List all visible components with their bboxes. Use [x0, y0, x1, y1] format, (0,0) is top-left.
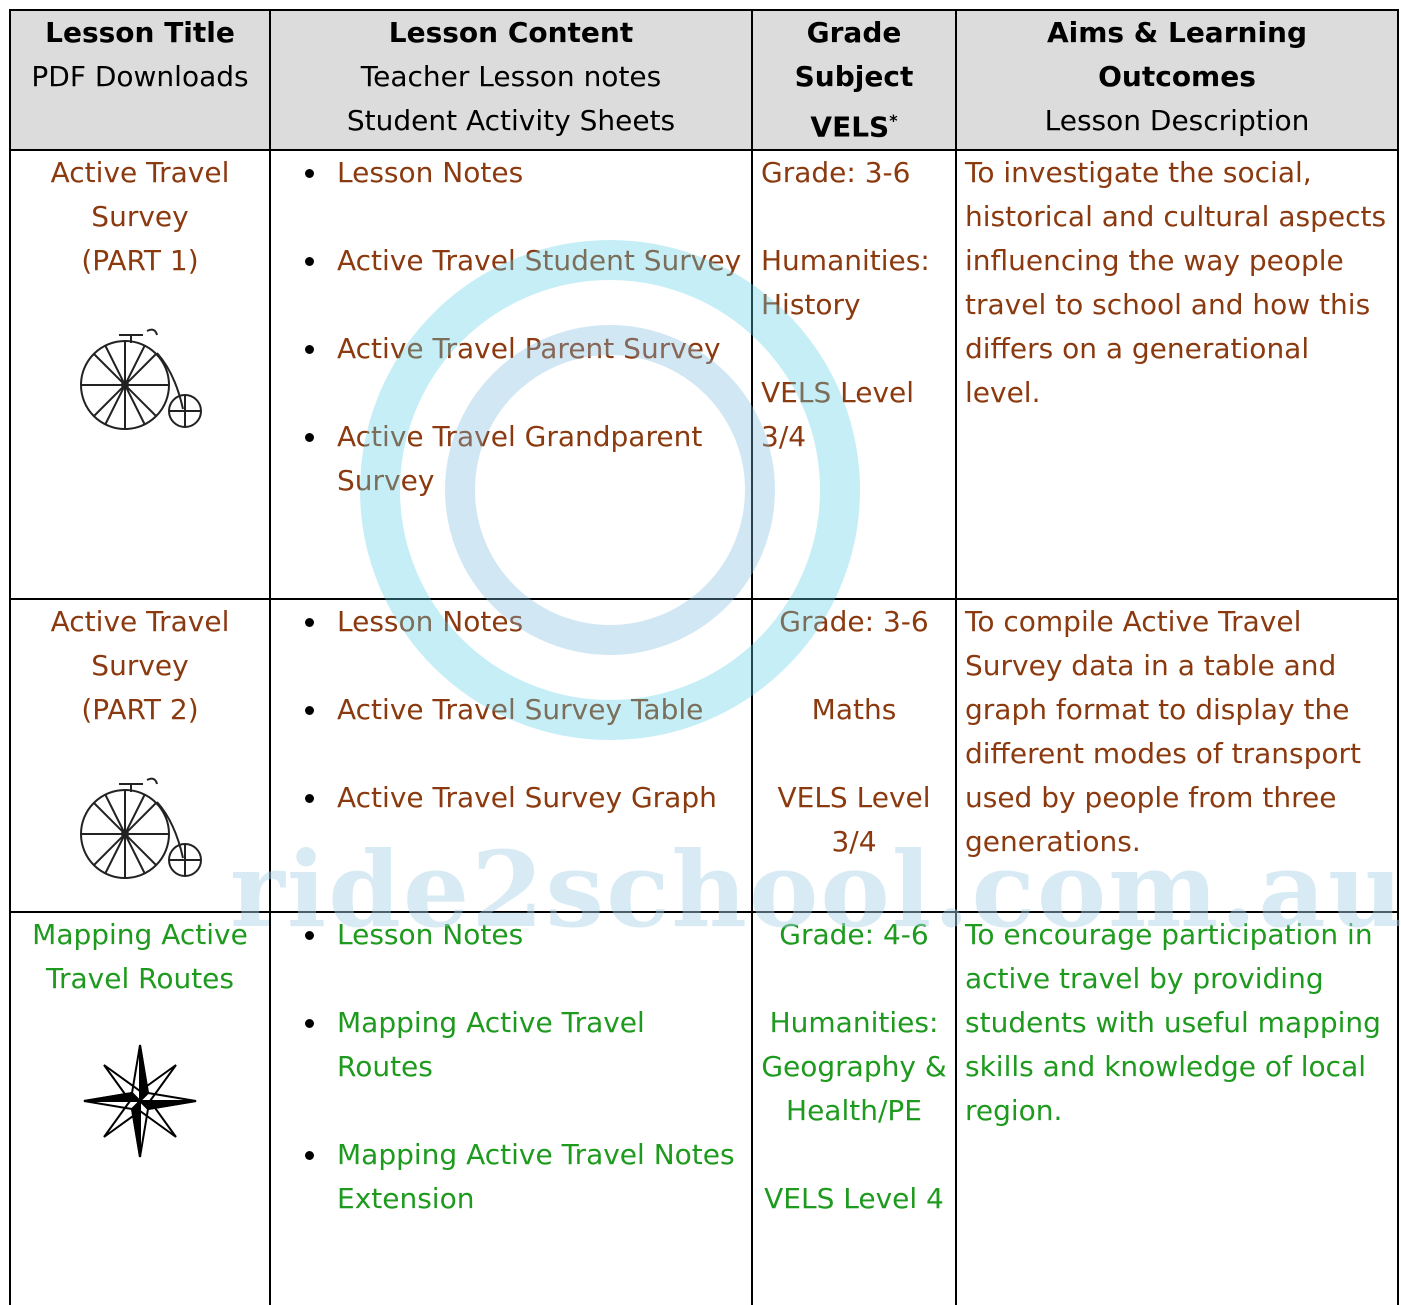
header-title: Lesson Title: [45, 16, 235, 49]
header-title: Lesson Content: [388, 16, 634, 49]
content-item[interactable]: Active Travel Survey Table: [279, 688, 743, 732]
grade-text: Humanities: History: [761, 244, 930, 322]
grade-text: Grade: 3-6: [761, 156, 911, 190]
lesson-title-cell: Mapping Active Travel Routes: [9, 911, 271, 1305]
content-cell: Lesson Notes Active Travel Survey Table Ac…: [269, 598, 753, 914]
grade-text: Humanities: Geography & Health/PE: [761, 1006, 947, 1128]
compass-icon: [83, 1045, 197, 1158]
table-body: Active Travel Survey (PART 1) Lesson Notes A…: [9, 149, 1399, 1305]
header-title: Aims & Learning Outcomes: [1046, 16, 1308, 93]
header-title: Grade Subject VELS: [794, 16, 914, 144]
content-item[interactable]: Lesson Notes: [279, 151, 743, 195]
grade-text: Maths: [811, 693, 897, 727]
header-bold: Aims & Learning Outcomes: [965, 11, 1389, 99]
content-item[interactable]: Active Travel Survey Graph: [279, 776, 743, 820]
header-cell: Lesson Title PDF Downloads: [9, 8, 271, 152]
header-cell: Grade Subject VELS*: [751, 8, 957, 152]
lesson-table: Lesson Title PDF Downloads Lesson Content T…: [9, 8, 1399, 1305]
content-cell: Lesson Notes Mapping Active Travel Routes…: [269, 911, 753, 1305]
bike-icon: [80, 778, 202, 880]
note-mark: *: [889, 111, 898, 130]
grade-cell: Grade: 3-6 Maths VELS Level 3/4: [751, 598, 957, 914]
lesson-title[interactable]: Survey: [91, 200, 189, 234]
lesson-title[interactable]: Travel Routes: [45, 962, 234, 996]
lesson-title-cell: Active Travel Survey (PART 1): [9, 149, 271, 601]
grade-text: VELS Level 4: [764, 1182, 944, 1216]
aims-text: To investigate the social, historical an…: [965, 156, 1387, 410]
lesson-title[interactable]: Active Travel: [50, 156, 230, 190]
content-item[interactable]: Lesson Notes: [279, 913, 743, 957]
header-line: Teacher Lesson notes: [360, 60, 662, 93]
header-line: Student Activity Sheets: [346, 104, 676, 137]
header-cell: Lesson Content Teacher Lesson notes Studen…: [269, 8, 753, 152]
lesson-row: Mapping Active Travel Routes Lesson Notes M…: [9, 911, 1399, 1305]
lesson-title-cell: Active Travel Survey (PART 2): [9, 598, 271, 914]
grade-cell: Grade: 3-6 Humanities: History VELS Level …: [751, 149, 957, 601]
lesson-title[interactable]: Active Travel: [50, 605, 230, 639]
bike-icon: [80, 329, 202, 431]
header-bold: Lesson Title: [19, 11, 261, 55]
content-item[interactable]: Lesson Notes: [279, 600, 743, 644]
content-item[interactable]: Mapping Active Travel Notes Extension: [279, 1133, 743, 1221]
header-line: Lesson Description: [1044, 104, 1310, 137]
header-bold: Lesson Content: [279, 11, 743, 55]
grade-text: Grade: 4-6: [779, 918, 929, 952]
content-item[interactable]: Mapping Active Travel Routes: [279, 1001, 743, 1089]
lesson-title[interactable]: (PART 2): [81, 693, 199, 727]
header-row: Lesson Title PDF Downloads Lesson Content T…: [9, 8, 1399, 152]
lesson-title[interactable]: Mapping Active: [32, 918, 248, 952]
lesson-row: Active Travel Survey (PART 1) Lesson Notes A…: [9, 149, 1399, 601]
lesson-title[interactable]: Survey: [91, 649, 189, 683]
grade-text: VELS Level 3/4: [777, 781, 931, 859]
header-line: PDF Downloads: [31, 60, 249, 93]
aims-text: To compile Active Travel Survey data in …: [965, 605, 1361, 859]
aims-cell: To investigate the social, historical an…: [955, 149, 1399, 601]
aims-text: To encourage participation in active tra…: [965, 918, 1381, 1128]
grade-text: Grade: 3-6: [779, 605, 929, 639]
grade-cell: Grade: 4-6 Humanities: Geography & Health…: [751, 911, 957, 1305]
content-item[interactable]: Active Travel Grandparent Survey: [279, 415, 743, 503]
lesson-title[interactable]: (PART 1): [81, 244, 199, 278]
content-cell: Lesson Notes Active Travel Student Survey…: [269, 149, 753, 601]
header-bold: Grade Subject VELS*: [761, 11, 947, 149]
content-item[interactable]: Active Travel Parent Survey: [279, 327, 743, 371]
header-cell: Aims & Learning Outcomes Lesson Descripti…: [955, 8, 1399, 152]
lesson-row: Active Travel Survey (PART 2) Lesson Notes A…: [9, 598, 1399, 914]
content-item[interactable]: Active Travel Student Survey: [279, 239, 743, 283]
grade-text: VELS Level 3/4: [761, 376, 915, 454]
aims-cell: To compile Active Travel Survey data in …: [955, 598, 1399, 914]
aims-cell: To encourage participation in active tra…: [955, 911, 1399, 1305]
